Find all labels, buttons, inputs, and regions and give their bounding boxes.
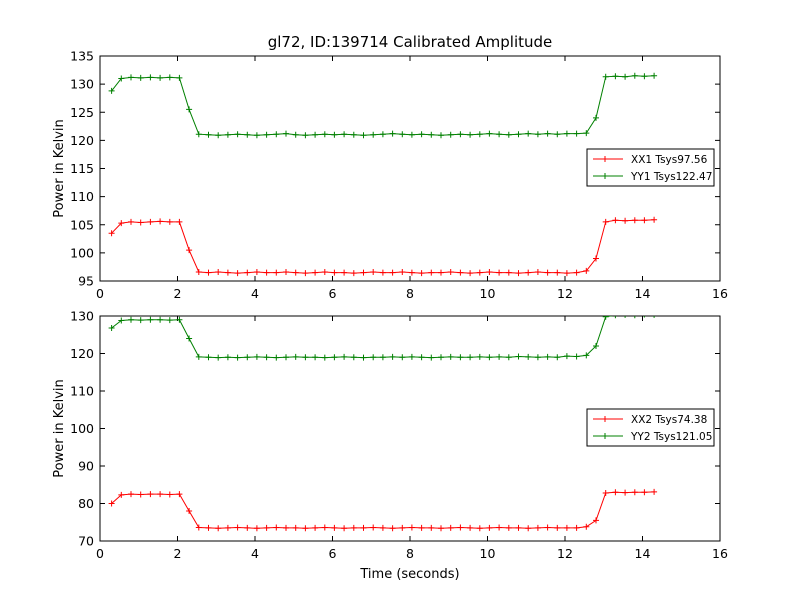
legend-entry-xx1: XX1 Tsys97.56 — [631, 154, 708, 166]
legend-bottom: XX2 Tsys74.38 YY2 Tsys121.05 — [586, 408, 715, 447]
y-tick-label: 130 — [70, 77, 94, 92]
y-tick-label: 110 — [70, 384, 94, 399]
x-tick-label: 10 — [480, 286, 496, 301]
x-tick-label: 2 — [174, 286, 182, 301]
y-tick-label: 115 — [70, 161, 94, 176]
x-tick-label: 0 — [96, 546, 104, 561]
data-line-xx1 — [111, 219, 655, 274]
data-line-xx2 — [111, 491, 655, 529]
y-tick-label: 130 — [70, 309, 94, 324]
x-tick-label: 12 — [557, 546, 573, 561]
y-tick-label: 135 — [70, 49, 94, 64]
y-tick-label: 70 — [78, 534, 94, 549]
x-tick-label: 6 — [329, 546, 337, 561]
data-markers-xx2 — [108, 488, 658, 532]
y-tick-label: 125 — [70, 105, 94, 120]
data-line-yy2 — [111, 316, 615, 359]
subplot-top: 0 2 4 6 8 10 12 14 16 95 100 105 110 115 120 125 130 135 — [70, 49, 728, 302]
x-tick-label: 4 — [251, 286, 259, 301]
data-markers-yy1 — [108, 72, 658, 139]
y-tick-label: 90 — [78, 459, 94, 474]
x-tick-label: 16 — [712, 546, 728, 561]
x-tick-label: 16 — [712, 286, 728, 301]
x-tick-label: 0 — [96, 286, 104, 301]
x-tick-label: 8 — [406, 286, 414, 301]
x-tick-label: 10 — [480, 546, 496, 561]
y-tick-label: 120 — [70, 346, 94, 361]
x-tick-label: 14 — [635, 546, 651, 561]
x-tick-label: 12 — [557, 286, 573, 301]
subplot-bottom: 0 2 4 6 8 10 12 14 16 70 80 90 100 110 120 130 — [70, 309, 728, 562]
data-line-yy1 — [111, 75, 655, 136]
y-tick-label: 95 — [78, 274, 94, 289]
y-tick-label: 100 — [70, 421, 94, 436]
legend-box — [586, 408, 715, 447]
legend-entry-yy1: YY1 Tsys122.47 — [630, 171, 712, 183]
y-tick-label: 105 — [70, 217, 94, 232]
x-tick-label: 4 — [251, 546, 259, 561]
figure-title: gl72, ID:139714 Calibrated Amplitude — [268, 33, 553, 51]
legend-entry-xx2: XX2 Tsys74.38 — [631, 414, 707, 426]
legend-top: XX1 Tsys97.56 YY1 Tsys122.47 — [586, 148, 715, 187]
legend-box — [586, 148, 715, 187]
x-tick-label: 14 — [635, 286, 651, 301]
y-tick-label: 100 — [70, 245, 94, 260]
y-tick-label: 110 — [70, 189, 94, 204]
bottom-y-axis-label: Power in Kelvin — [52, 379, 67, 477]
data-markers-yy2 — [108, 316, 655, 361]
top-y-axis-label: Power in Kelvin — [52, 119, 67, 217]
legend-entry-yy2: YY2 Tsys121.05 — [630, 431, 712, 443]
y-tick-label: 120 — [70, 133, 94, 148]
x-tick-label: 6 — [329, 286, 337, 301]
data-markers-xx1 — [108, 216, 658, 277]
x-tick-label: 2 — [174, 546, 182, 561]
y-tick-label: 80 — [78, 496, 94, 511]
x-axis-label: Time (seconds) — [359, 567, 459, 582]
x-tick-label: 8 — [406, 546, 414, 561]
